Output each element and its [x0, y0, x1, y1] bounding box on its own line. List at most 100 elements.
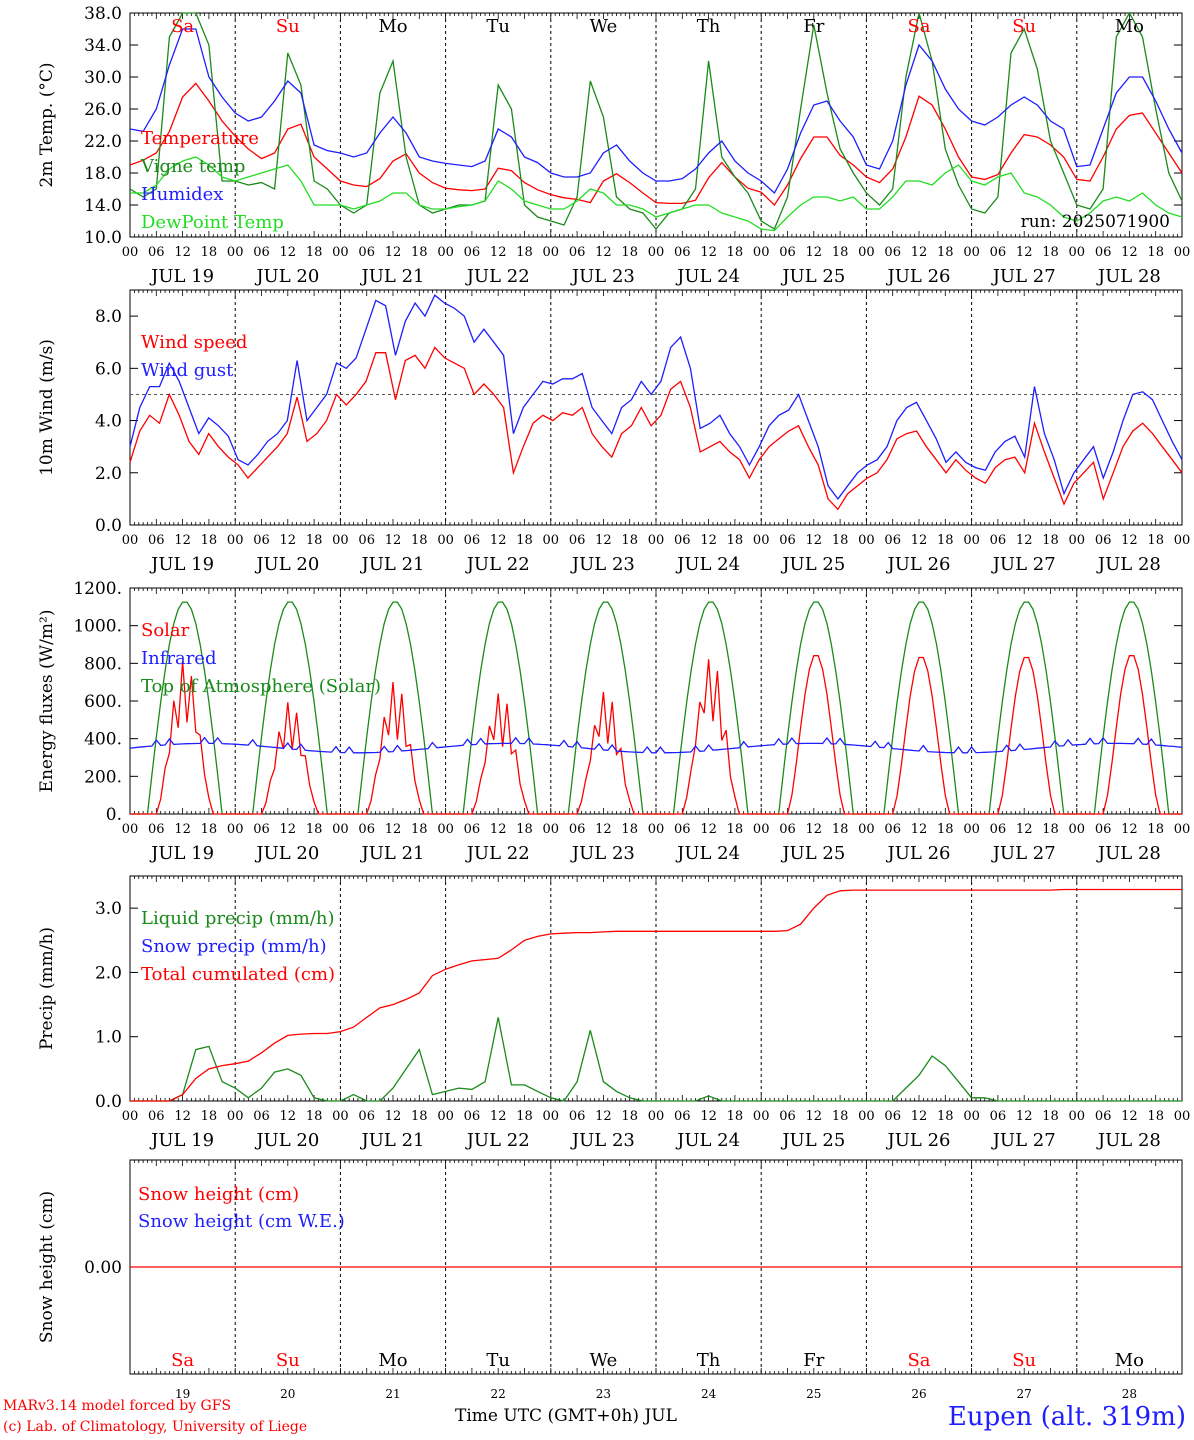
temp-day-abbr: Th: [697, 16, 721, 37]
snow-day-abbr: Mo: [378, 1350, 407, 1371]
energy-legend-1: Infrared: [141, 648, 216, 669]
energy-date-label: JUL 20: [254, 843, 319, 864]
precip-hour-label: 06: [990, 1109, 1007, 1124]
temp-day-abbr: We: [590, 16, 618, 37]
temp-date-label: JUL 25: [780, 266, 845, 287]
precip-xaxis: 00 06 12 18 JUL 19 00 06 12 18 JUL 20 00 06 12 18 JUL …: [122, 1109, 1191, 1151]
energy-hour-label: 12: [385, 822, 402, 837]
precip-hour-label: 18: [306, 1109, 323, 1124]
precip-hour-label: 06: [884, 1109, 901, 1124]
temp-date-label: JUL 21: [360, 266, 425, 287]
precip-hour-label: 12: [490, 1109, 507, 1124]
precip-legend-2: Total cumulated (cm): [141, 964, 335, 985]
temp-day-abbr: Sa: [907, 16, 930, 37]
energy-hour-label: 18: [411, 822, 428, 837]
temp-hour-label: 18: [621, 245, 638, 260]
precip-hour-label: 06: [779, 1109, 796, 1124]
wind-hour-label: 18: [1042, 533, 1059, 548]
temp-hour-label: 18: [1147, 245, 1164, 260]
snow-day-abbr: Mo: [1115, 1350, 1144, 1371]
wind-date-label: JUL 27: [991, 554, 1056, 575]
wind-hour-label: 12: [385, 533, 402, 548]
snow-ylabel: Snow height (cm): [37, 1191, 57, 1343]
energy-hour-label: 12: [1121, 822, 1138, 837]
wind-hour-label: 06: [358, 533, 375, 548]
temp-hour-label: 06: [358, 245, 375, 260]
wind-ytick-label: 4.0: [95, 412, 122, 432]
wind-hour-label: 12: [595, 533, 612, 548]
wind-hour-label: 12: [280, 533, 297, 548]
snow-day-number: 19: [175, 1387, 190, 1401]
energy-legend-2: Top of Atmosphere (Solar): [141, 676, 381, 697]
temp-hour-label: 06: [464, 245, 481, 260]
wind-hour-label: 00: [543, 533, 560, 548]
wind-hour-label: 06: [990, 533, 1007, 548]
temp-xaxis: 00 06 12 18 JUL 19 00 06 12 18 JUL 20 00 06 12 18 JUL …: [122, 245, 1191, 287]
precip-date-label: JUL 20: [254, 1130, 319, 1151]
precip-hour-label: 18: [516, 1109, 533, 1124]
temp-day-abbr: Mo: [1115, 16, 1144, 37]
energy-hour-label: 06: [569, 822, 586, 837]
temp-legend-0: Temperature: [141, 128, 259, 149]
energy-date-label: JUL 26: [886, 843, 951, 864]
energy-hour-label: 18: [1147, 822, 1164, 837]
wind-hour-label: 06: [464, 533, 481, 548]
snow-day-number: 26: [911, 1387, 926, 1401]
wind-hour-label: 12: [1016, 533, 1033, 548]
temp-hour-label: 18: [1042, 245, 1059, 260]
wind-hour-label: 18: [1147, 533, 1164, 548]
energy-hour-label: 00: [543, 822, 560, 837]
model-credit: MARv3.14 model forced by GFS: [3, 1398, 232, 1414]
wind-hour-label: 18: [621, 533, 638, 548]
precip-series-2: [130, 888, 1182, 1102]
wind-xaxis: 00 06 12 18 JUL 19 00 06 12 18 JUL 20 00 06 12 18 JUL …: [122, 533, 1191, 575]
energy-hour-label: 18: [306, 822, 323, 837]
precip-hour-label: 12: [595, 1109, 612, 1124]
wind-hour-label: 18: [937, 533, 954, 548]
energy-hour-label: 06: [884, 822, 901, 837]
wind-hour-label: 12: [806, 533, 823, 548]
temp-hour-label: 12: [806, 245, 823, 260]
energy-hour-label: 06: [674, 822, 691, 837]
snow-ytick-label: 0.00: [84, 1258, 122, 1278]
precip-date-label: JUL 25: [780, 1130, 845, 1151]
wind-ytick-label: 2.0: [95, 464, 122, 484]
temp-ytick-label: 22.0: [84, 132, 122, 152]
snow-day-number: 20: [280, 1387, 295, 1401]
energy-hour-label: 06: [464, 822, 481, 837]
snow-day-number: 22: [491, 1387, 506, 1401]
energy-ytick-label: 0.: [106, 805, 122, 825]
wind-hour-label: 18: [411, 533, 428, 548]
precip-hour-label: 12: [174, 1109, 191, 1124]
snow-legend-0: Snow height (cm): [138, 1184, 299, 1205]
precip-hour-label: 00: [122, 1109, 139, 1124]
wind-hour-label: 18: [832, 533, 849, 548]
temp-day-abbr: Fr: [803, 16, 824, 37]
wind-series-1: [129, 294, 1183, 500]
energy-hour-label: 00: [1174, 822, 1191, 837]
temp-date-label: JUL 27: [991, 266, 1056, 287]
wind-date-label: JUL 24: [675, 554, 740, 575]
energy-hour-label: 12: [490, 822, 507, 837]
precip-hour-label: 06: [253, 1109, 270, 1124]
snow-day-number: 25: [806, 1387, 821, 1401]
temp-hour-label: 18: [201, 245, 218, 260]
temp-date-label: JUL 26: [886, 266, 951, 287]
wind-hour-label: 06: [1095, 533, 1112, 548]
temp-date-label: JUL 19: [149, 266, 214, 287]
temp-day-abbr: Mo: [378, 16, 407, 37]
energy-hour-label: 00: [437, 822, 454, 837]
energy-hour-label: 12: [700, 822, 717, 837]
temp-frame: [129, 12, 1183, 238]
wind-hour-label: 00: [227, 533, 244, 548]
precip-hour-label: 18: [1147, 1109, 1164, 1124]
lab-credit: (c) Lab. of Climatology, University of L…: [3, 1419, 308, 1435]
precip-hour-label: 06: [148, 1109, 165, 1124]
temp-day-abbr: Su: [276, 16, 300, 37]
precip-hour-label: 18: [621, 1109, 638, 1124]
temp-hour-label: 18: [516, 245, 533, 260]
precip-hour-label: 06: [464, 1109, 481, 1124]
energy-hour-label: 12: [595, 822, 612, 837]
wind-hour-label: 06: [253, 533, 270, 548]
snow-day-number: 21: [385, 1387, 400, 1401]
